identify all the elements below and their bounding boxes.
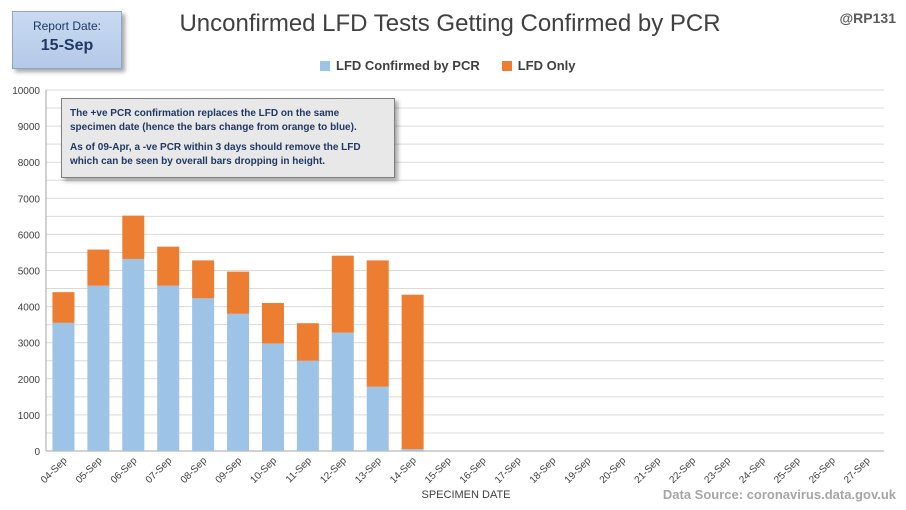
bar-confirmed-segment bbox=[296, 360, 319, 451]
x-tick-label: 12-Sep bbox=[318, 455, 349, 486]
x-tick-label: 06-Sep bbox=[109, 455, 140, 486]
x-tick-label: 09-Sep bbox=[214, 455, 245, 486]
bar-confirmed-segment bbox=[192, 298, 215, 451]
x-tick-label: 15-Sep bbox=[423, 455, 454, 486]
bar-lfd-only-segment bbox=[227, 271, 250, 314]
y-tick-label: 1000 bbox=[18, 411, 41, 422]
report-date-label: Report Date: bbox=[32, 19, 102, 33]
data-source: Data Source: coronavirus.data.gov.uk bbox=[662, 487, 896, 502]
bar-confirmed-segment bbox=[227, 313, 250, 451]
y-tick-label: 8000 bbox=[18, 158, 41, 169]
legend-swatch-lfd-only bbox=[501, 60, 512, 71]
x-tick-label: 18-Sep bbox=[528, 455, 559, 486]
x-tick-label: 08-Sep bbox=[179, 455, 210, 486]
x-axis-title: SPECIMEN DATE bbox=[421, 489, 510, 501]
bar-confirmed-segment bbox=[261, 343, 284, 451]
x-tick-label: 05-Sep bbox=[74, 455, 105, 486]
bar-confirmed-segment bbox=[366, 386, 389, 451]
bar-lfd-only-segment bbox=[157, 246, 180, 286]
y-tick-label: 0 bbox=[34, 447, 40, 458]
x-tick-label: 07-Sep bbox=[144, 455, 175, 486]
chart-title: Unconfirmed LFD Tests Getting Confirmed … bbox=[179, 10, 721, 37]
x-tick-label: 22-Sep bbox=[667, 455, 698, 486]
y-tick-label: 2000 bbox=[18, 375, 41, 386]
y-tick-label: 6000 bbox=[18, 230, 41, 241]
x-tick-label: 21-Sep bbox=[633, 455, 664, 486]
bar-lfd-only-segment bbox=[296, 323, 319, 361]
y-tick-label: 10000 bbox=[12, 86, 40, 97]
x-tick-label: 10-Sep bbox=[248, 455, 279, 486]
bar-lfd-only-segment bbox=[52, 292, 75, 323]
x-tick-label: 17-Sep bbox=[493, 455, 524, 486]
x-tick-label: 23-Sep bbox=[702, 455, 733, 486]
legend-label-lfd-only: LFD Only bbox=[517, 58, 576, 73]
bar-confirmed-segment bbox=[331, 332, 354, 451]
y-tick-label: 5000 bbox=[18, 267, 41, 278]
annotation-line-2: As of 09-Apr, a -ve PCR within 3 days sh… bbox=[70, 142, 361, 167]
chart-legend: LFD Confirmed by PCR LFD Only bbox=[320, 58, 576, 73]
report-date-value: 15-Sep bbox=[40, 37, 94, 54]
x-tick-label: 14-Sep bbox=[388, 455, 419, 486]
legend-item-confirmed: LFD Confirmed by PCR bbox=[320, 58, 480, 73]
bar-confirmed-segment bbox=[157, 285, 180, 451]
x-tick-label: 16-Sep bbox=[458, 455, 489, 486]
bar-confirmed-segment bbox=[122, 258, 145, 451]
x-tick-label: 11-Sep bbox=[284, 455, 314, 485]
bar-confirmed-segment bbox=[52, 322, 75, 451]
x-tick-label: 24-Sep bbox=[737, 455, 768, 486]
legend-swatch-confirmed bbox=[320, 60, 330, 71]
y-tick-label: 7000 bbox=[18, 194, 41, 205]
y-tick-label: 9000 bbox=[18, 122, 41, 133]
y-tick-label: 4000 bbox=[18, 303, 41, 314]
bar-lfd-only-segment bbox=[87, 249, 110, 286]
x-tick-label: 20-Sep bbox=[598, 455, 629, 486]
bar-lfd-only-segment bbox=[366, 260, 389, 387]
annotation-line-1: The +ve PCR confirmation replaces the LF… bbox=[70, 108, 357, 133]
x-tick-label: 04-Sep bbox=[39, 455, 70, 486]
bar-lfd-only-segment bbox=[331, 255, 354, 333]
annotation-box: The +ve PCR confirmation replaces the LF… bbox=[61, 98, 395, 178]
x-tick-label: 25-Sep bbox=[772, 455, 803, 486]
x-tick-label: 27-Sep bbox=[842, 455, 873, 486]
x-tick-label: 26-Sep bbox=[807, 455, 838, 486]
x-tick-label: 13-Sep bbox=[353, 455, 384, 486]
author-handle: @RP131 bbox=[839, 10, 896, 26]
legend-label-confirmed: LFD Confirmed by PCR bbox=[336, 58, 480, 73]
bar-confirmed-segment bbox=[87, 285, 110, 451]
bar-lfd-only-segment bbox=[122, 215, 145, 259]
bar-lfd-only-segment bbox=[261, 302, 284, 344]
legend-item-lfd-only: LFD Only bbox=[501, 58, 576, 73]
bar-confirmed-segment bbox=[401, 449, 424, 451]
report-date-box: Report Date: 15-Sep bbox=[12, 11, 122, 69]
bar-lfd-only-segment bbox=[192, 260, 215, 299]
x-tick-label: 19-Sep bbox=[563, 455, 594, 486]
y-tick-label: 3000 bbox=[18, 339, 41, 350]
bar-lfd-only-segment bbox=[401, 294, 424, 450]
